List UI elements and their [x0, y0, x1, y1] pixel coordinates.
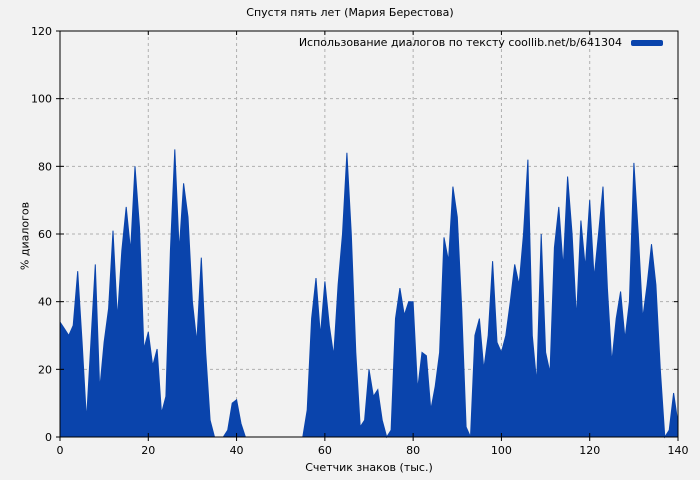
x-tick-label: 100: [491, 444, 512, 457]
legend-swatch: [631, 40, 663, 46]
area-series: [59, 149, 679, 439]
legend-label: Использование диалогов по тексту coollib…: [298, 36, 622, 49]
legend: Использование диалогов по тексту coollib…: [299, 37, 663, 49]
x-tick-label: 60: [318, 444, 332, 457]
y-tick-label: 120: [31, 25, 52, 38]
x-tick-label: 140: [668, 444, 689, 457]
x-axis-title: Счетчик знаков (тыс.): [305, 461, 433, 474]
y-tick-label: 100: [31, 93, 52, 106]
x-tick-label: 80: [406, 444, 420, 457]
y-tick-label: 0: [45, 431, 52, 444]
x-tick-label: 120: [579, 444, 600, 457]
chart-title: Спустя пять лет (Мария Берестова): [246, 6, 454, 19]
x-tick-label: 0: [57, 444, 64, 457]
x-tick-label: 20: [141, 444, 155, 457]
y-axis-title: % диалогов: [18, 201, 32, 271]
y-tick-label: 40: [38, 296, 52, 309]
y-tick-label: 80: [38, 160, 52, 173]
y-tick-label: 20: [38, 363, 52, 376]
y-tick-label: 60: [38, 228, 52, 241]
x-tick-label: 40: [230, 444, 244, 457]
